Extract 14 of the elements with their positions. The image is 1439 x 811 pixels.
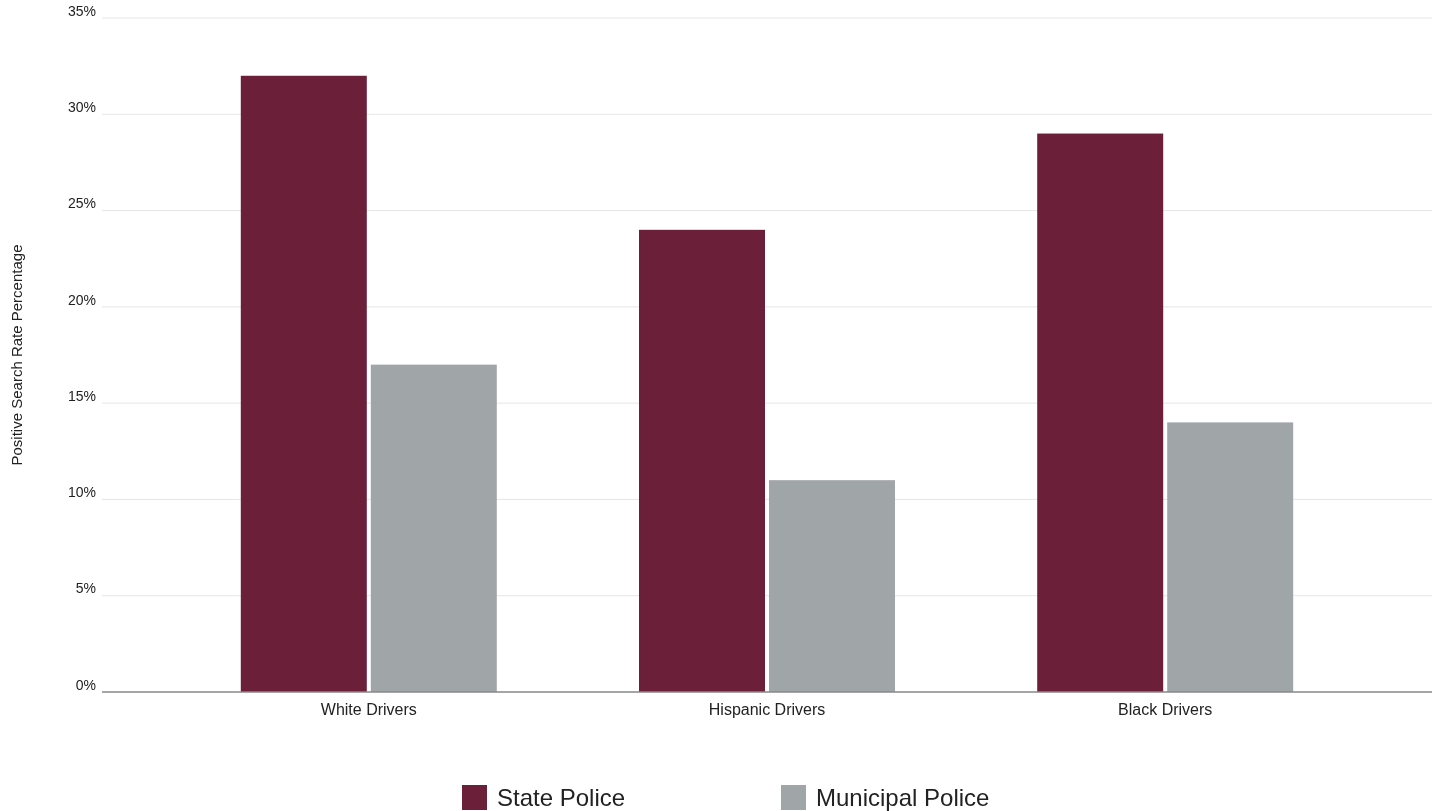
y-axis-title: Positive Search Rate Percentage <box>8 244 25 466</box>
y-tick-label: 25% <box>67 195 96 212</box>
legend-label: State Police <box>497 784 626 811</box>
y-tick-label: 20% <box>67 291 96 308</box>
y-tick-label: 10% <box>67 484 96 501</box>
y-tick-label: 30% <box>67 98 96 115</box>
x-tick-label: White Drivers <box>320 701 417 719</box>
x-tick-label: Black Drivers <box>1118 701 1213 719</box>
y-tick-label: 35% <box>67 2 96 19</box>
x-tick-label: Hispanic Drivers <box>708 701 826 719</box>
y-tick-label: 15% <box>67 387 96 404</box>
y-tick-label: 0% <box>75 676 96 693</box>
legend-label: Municipal Police <box>816 784 990 811</box>
y-tick-label: 5% <box>75 580 96 597</box>
